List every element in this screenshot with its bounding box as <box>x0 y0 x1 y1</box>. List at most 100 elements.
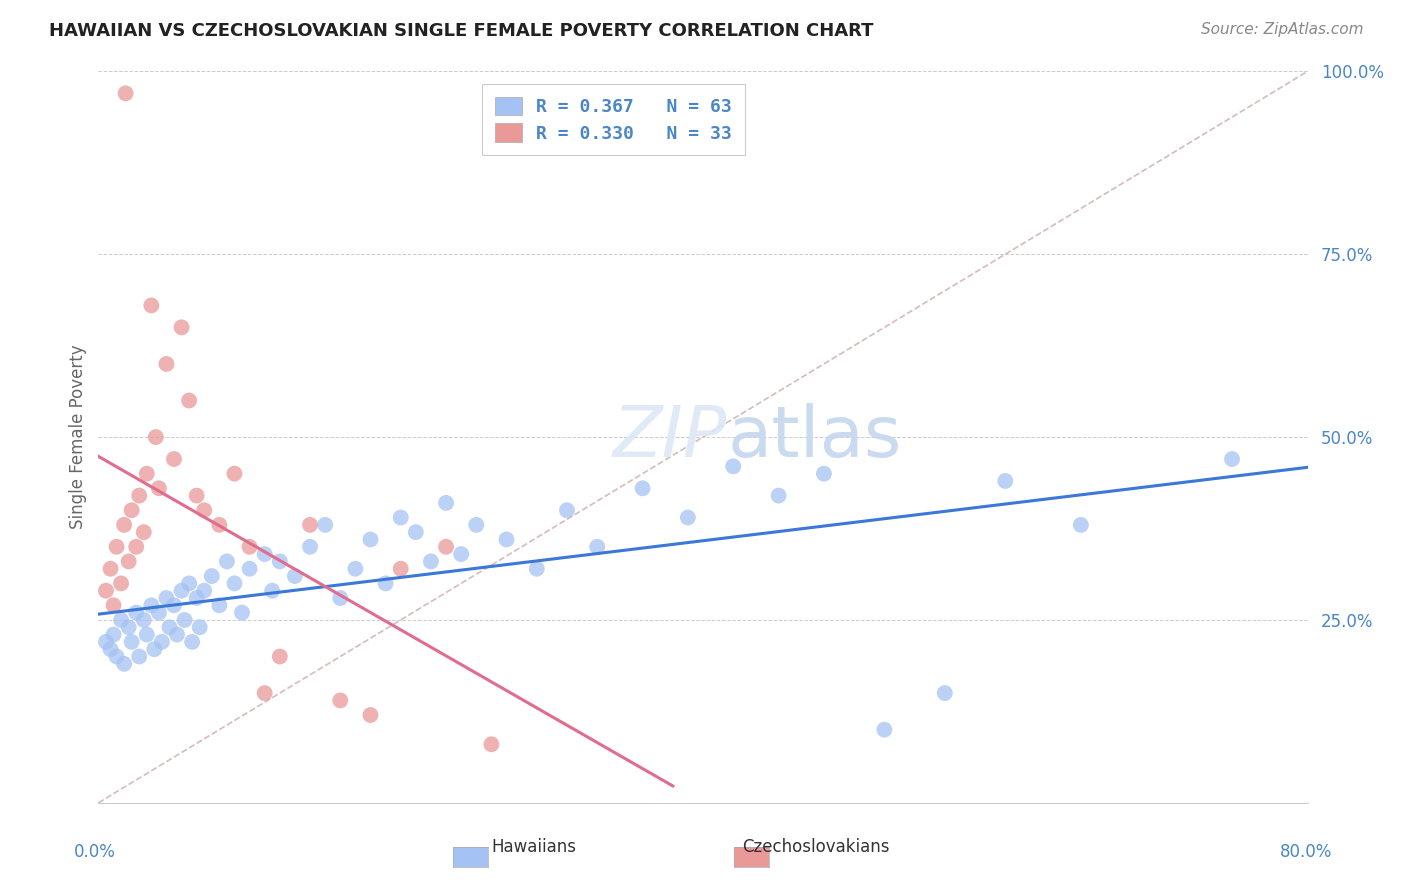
Point <box>360 533 382 547</box>
Point <box>121 635 143 649</box>
Point <box>813 467 835 481</box>
Point <box>112 517 135 532</box>
Point <box>360 708 382 723</box>
Point <box>586 540 609 554</box>
Point <box>145 430 167 444</box>
Point <box>105 649 128 664</box>
Point <box>125 540 148 554</box>
Point <box>110 576 132 591</box>
Point <box>179 393 201 408</box>
Text: Czechoslovakians: Czechoslovakians <box>742 838 889 856</box>
Point <box>188 620 211 634</box>
Point <box>135 467 157 481</box>
Text: 80.0%: 80.0% <box>1279 843 1331 861</box>
Point <box>299 540 322 554</box>
Point <box>94 635 117 649</box>
Point <box>631 481 654 495</box>
Text: ZIP: ZIP <box>613 402 727 472</box>
Point <box>723 459 745 474</box>
Text: 0.0%: 0.0% <box>75 843 117 861</box>
Point <box>208 517 231 532</box>
Point <box>269 554 291 568</box>
Point <box>239 540 262 554</box>
Point <box>208 599 231 613</box>
Point <box>873 723 896 737</box>
Point <box>150 635 173 649</box>
Point <box>110 613 132 627</box>
Point <box>141 298 163 312</box>
Point <box>166 627 188 641</box>
Point <box>141 599 163 613</box>
Point <box>148 606 170 620</box>
Point <box>450 547 472 561</box>
Point <box>239 562 262 576</box>
Point <box>94 583 117 598</box>
Point <box>1070 517 1092 532</box>
Point <box>434 496 457 510</box>
Point <box>143 642 166 657</box>
Point <box>495 533 517 547</box>
Point <box>269 649 291 664</box>
Point <box>389 510 412 524</box>
Point <box>103 599 125 613</box>
Point <box>405 525 427 540</box>
Point <box>173 613 195 627</box>
Legend: R = 0.367   N = 63, R = 0.330   N = 33: R = 0.367 N = 63, R = 0.330 N = 33 <box>482 84 745 155</box>
Point <box>215 554 238 568</box>
Point <box>132 525 155 540</box>
Point <box>329 693 352 707</box>
Point <box>193 583 215 598</box>
Point <box>112 657 135 671</box>
Point <box>121 503 143 517</box>
Point <box>934 686 956 700</box>
Point <box>329 591 352 605</box>
Y-axis label: Single Female Poverty: Single Female Poverty <box>69 345 87 529</box>
Point <box>768 489 790 503</box>
Text: atlas: atlas <box>727 402 901 472</box>
Point <box>262 583 284 598</box>
Point <box>135 627 157 641</box>
Point <box>994 474 1017 488</box>
Point <box>100 642 122 657</box>
Point <box>148 481 170 495</box>
Text: Hawaiians: Hawaiians <box>492 838 576 856</box>
Point <box>132 613 155 627</box>
Point <box>344 562 367 576</box>
Point <box>163 452 186 467</box>
Point <box>186 489 208 503</box>
Point <box>128 489 150 503</box>
Point <box>253 686 276 700</box>
Point <box>118 620 141 634</box>
Point <box>179 576 201 591</box>
Point <box>420 554 443 568</box>
Point <box>374 576 396 591</box>
Point <box>163 599 186 613</box>
Text: Source: ZipAtlas.com: Source: ZipAtlas.com <box>1201 22 1364 37</box>
Point <box>526 562 548 576</box>
Point <box>676 510 699 524</box>
Point <box>155 591 177 605</box>
Text: HAWAIIAN VS CZECHOSLOVAKIAN SINGLE FEMALE POVERTY CORRELATION CHART: HAWAIIAN VS CZECHOSLOVAKIAN SINGLE FEMAL… <box>49 22 873 40</box>
Point <box>103 627 125 641</box>
Point <box>224 467 246 481</box>
Point <box>434 540 457 554</box>
Point <box>170 583 193 598</box>
Point <box>118 554 141 568</box>
Point <box>125 606 148 620</box>
Point <box>299 517 322 532</box>
Point <box>253 547 276 561</box>
Point <box>231 606 253 620</box>
Point <box>186 591 208 605</box>
Point <box>170 320 193 334</box>
Point <box>201 569 224 583</box>
Point <box>114 87 136 101</box>
Point <box>481 737 503 751</box>
Point <box>314 517 336 532</box>
Point <box>100 562 122 576</box>
Point <box>1220 452 1243 467</box>
Point <box>159 620 181 634</box>
Point <box>193 503 215 517</box>
Point <box>465 517 488 532</box>
Point <box>284 569 307 583</box>
Point <box>389 562 412 576</box>
